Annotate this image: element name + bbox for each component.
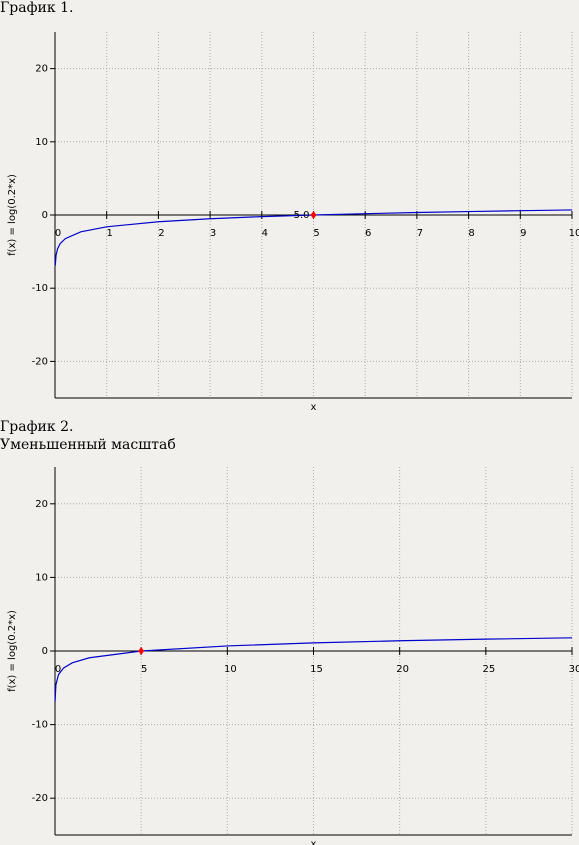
x-tick-label: 5 bbox=[141, 664, 147, 675]
x-tick-label: 2 bbox=[158, 228, 164, 239]
chart-subtitle: Уменьшенный масштаб bbox=[0, 437, 176, 453]
point bbox=[310, 211, 317, 219]
chart-title: График 2. bbox=[0, 419, 73, 435]
line bbox=[54, 637, 573, 702]
y-tick-label: 10 bbox=[35, 572, 48, 583]
x-tick-label: 10 bbox=[224, 664, 237, 675]
chart-title: График 1. bbox=[0, 0, 73, 16]
y-tick-label: 0 bbox=[42, 646, 48, 657]
x-axis-label: x bbox=[311, 839, 317, 845]
y-tick-label: -10 bbox=[32, 720, 48, 731]
y-tick-label: 10 bbox=[35, 137, 48, 148]
line bbox=[54, 209, 573, 266]
x-tick-label: 0 bbox=[55, 664, 61, 675]
y-tick-label: -20 bbox=[32, 793, 48, 804]
x-tick-label: 7 bbox=[417, 228, 423, 239]
x-tick-label: 20 bbox=[396, 664, 409, 675]
point bbox=[138, 647, 145, 655]
x-tick-label: 9 bbox=[520, 228, 526, 239]
x-tick-label: 10 bbox=[569, 228, 579, 239]
y-tick-label: -10 bbox=[32, 283, 48, 294]
y-tick-label: 20 bbox=[35, 499, 48, 510]
y-tick-label: 20 bbox=[35, 64, 48, 75]
x-tick-label: 5 bbox=[313, 228, 319, 239]
x-tick-label: 6 bbox=[365, 228, 371, 239]
x-tick-label: 25 bbox=[482, 664, 495, 675]
x-tick-label: 30 bbox=[569, 664, 579, 675]
x-tick-label: 0 bbox=[55, 228, 61, 239]
point-label: 5.0 bbox=[294, 210, 310, 221]
y-tick-label: -20 bbox=[32, 356, 48, 367]
y-axis-label: f(x) = log(0.2*x) bbox=[7, 610, 18, 692]
y-axis-label: f(x) = log(0.2*x) bbox=[7, 174, 18, 256]
x-tick-label: 1 bbox=[107, 228, 113, 239]
x-tick-label: 3 bbox=[210, 228, 216, 239]
x-tick-label: 8 bbox=[468, 228, 474, 239]
x-axis-label: x bbox=[311, 402, 317, 413]
x-tick-label: 4 bbox=[262, 228, 268, 239]
x-tick-label: 15 bbox=[310, 664, 323, 675]
y-tick-label: 0 bbox=[42, 210, 48, 221]
